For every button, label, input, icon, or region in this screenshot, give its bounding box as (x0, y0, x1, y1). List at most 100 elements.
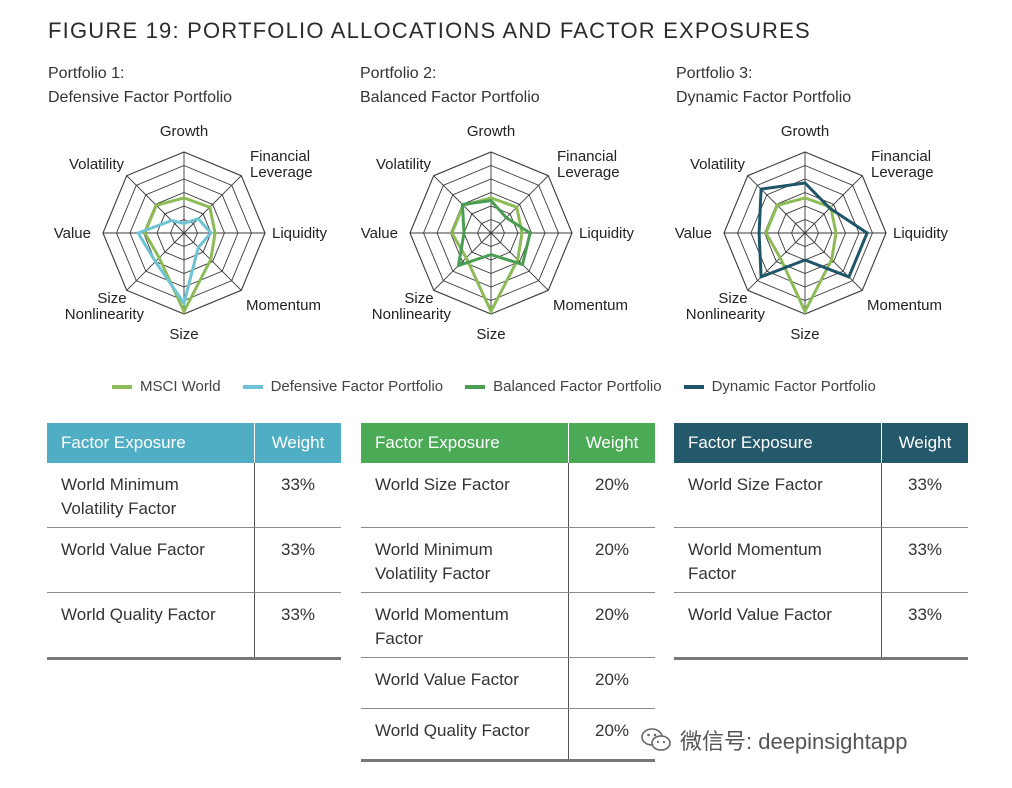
axis-label: Size Nonlinearity (372, 290, 452, 323)
series-polygon (456, 199, 532, 268)
legend: MSCI World Defensive Factor Portfolio Ba… (112, 378, 876, 395)
portfolio-2-subtitle: Portfolio 2: Balanced Factor Portfolio (360, 62, 540, 110)
table-3-bottom-rule (674, 657, 968, 660)
axis-label-line: Financial (250, 148, 310, 165)
axis-label-line: Financial (557, 148, 617, 165)
table-2-bottom-rule (361, 759, 655, 762)
factor-line: Factor (688, 564, 737, 583)
factor-name: World Momentum Factor (361, 593, 568, 657)
factor-weight: 33% (254, 528, 341, 592)
factor-weight: 33% (254, 593, 341, 657)
axis-label-line: Nonlinearity (65, 306, 145, 323)
figure-title: FIGURE 19: PORTFOLIO ALLOCATIONS AND FAC… (48, 18, 811, 43)
portfolio-2-title-line1: Portfolio 2: (360, 65, 437, 82)
series-polygon (757, 181, 869, 280)
grid-spoke (747, 232, 806, 291)
table-2-header: Factor Exposure Weight (361, 423, 655, 463)
factor-line: World Value Factor (688, 605, 832, 624)
portfolio-3-title-line2: Dynamic Factor Portfolio (676, 89, 852, 106)
axis-label: Size (790, 326, 819, 343)
factor-weight: 20% (568, 593, 655, 657)
factor-line: Factor (375, 629, 424, 648)
grid-spoke (804, 232, 863, 291)
table-row: World Quality Factor 20% (361, 709, 655, 759)
table-1-bottom-rule (47, 657, 341, 660)
factor-line: World Quality Factor (375, 721, 530, 740)
allocation-table-1: Factor Exposure Weight World Minimum Vola… (47, 423, 341, 660)
factor-weight: 33% (881, 528, 968, 592)
axis-label: Momentum (246, 297, 321, 314)
wechat-icon (641, 728, 671, 751)
watermark: 微信号: deepinsightapp (640, 724, 907, 756)
table-2-col-factor: Factor Exposure (375, 433, 500, 452)
factor-weight: 20% (568, 709, 655, 759)
axis-label: Growth (467, 123, 515, 140)
axis-label: Financial Leverage (871, 148, 934, 181)
allocation-table-3: Factor Exposure Weight World Size Factor… (674, 423, 968, 660)
axis-label: Growth (781, 123, 829, 140)
factor-line: World Minimum (375, 540, 493, 559)
table-row: World Value Factor 20% (361, 658, 655, 709)
grid-spoke (183, 175, 242, 234)
allocation-table-2: Factor Exposure Weight World Size Factor… (361, 423, 655, 762)
axis-label-line: Nonlinearity (372, 306, 452, 323)
factor-name: World Value Factor (361, 658, 568, 708)
table-row: World Momentum Factor 33% (674, 528, 968, 593)
axis-label-line: Size (97, 290, 126, 307)
factor-weight: 20% (568, 463, 655, 527)
table-row: World Value Factor 33% (674, 593, 968, 657)
factor-line: World Value Factor (375, 670, 519, 689)
table-row: World Minimum Volatility Factor 20% (361, 528, 655, 593)
axis-label: Value (361, 225, 398, 242)
axis-label: Momentum (553, 297, 628, 314)
axis-label: Liquidity (893, 225, 949, 242)
axis-label: Value (675, 225, 712, 242)
axis-label-line: Nonlinearity (686, 306, 766, 323)
table-row: World Size Factor 20% (361, 463, 655, 528)
portfolio-1-title-line1: Portfolio 1: (48, 65, 125, 82)
radar-chart-2: Growth Financial Leverage Liquidity Momentum… (361, 123, 635, 343)
axis-label: Size Nonlinearity (686, 290, 766, 323)
table-row: World Value Factor 33% (47, 528, 341, 593)
axis-label: Size (169, 326, 198, 343)
factor-name: World Size Factor (674, 463, 881, 527)
table-2-col-weight: Weight (568, 423, 655, 463)
table-3-col-weight: Weight (881, 423, 968, 463)
legend-item-dynamic: Dynamic Factor Portfolio (683, 378, 876, 395)
factor-weight: 33% (881, 593, 968, 657)
table-row: World Quality Factor 33% (47, 593, 341, 657)
legend-label-msci: MSCI World (140, 378, 221, 395)
series-polygon (135, 216, 214, 307)
axis-label-line: Size (404, 290, 433, 307)
grid-spoke (490, 232, 549, 291)
legend-item-msci-world: MSCI World (112, 378, 221, 395)
axis-label: Financial Leverage (557, 148, 620, 181)
axis-label-line: Size (718, 290, 747, 307)
axis-label: Value (54, 225, 91, 242)
factor-name: World Value Factor (47, 528, 254, 592)
axis-label: Volatility (376, 156, 432, 173)
table-1-col-factor: Factor Exposure (61, 433, 186, 452)
axis-label-line: Leverage (871, 164, 934, 181)
factor-name: World Quality Factor (361, 709, 568, 759)
legend-label-balanced: Balanced Factor Portfolio (493, 378, 662, 395)
axis-label-line: Financial (871, 148, 931, 165)
axis-label-line: Leverage (250, 164, 313, 181)
portfolio-2-title-line2: Balanced Factor Portfolio (360, 89, 540, 106)
table-3-header: Factor Exposure Weight (674, 423, 968, 463)
axis-label: Liquidity (272, 225, 328, 242)
factor-name: World Minimum Volatility Factor (361, 528, 568, 592)
factor-line: World Value Factor (61, 540, 205, 559)
table-row: World Size Factor 33% (674, 463, 968, 528)
table-1-col-weight: Weight (254, 423, 341, 463)
factor-weight: 20% (568, 658, 655, 708)
factor-name: World Minimum Volatility Factor (47, 463, 254, 527)
legend-label-defensive: Defensive Factor Portfolio (270, 378, 444, 395)
factor-line: World Size Factor (375, 475, 510, 494)
radar-chart-1: Growth Financial Leverage Liquidity Momentum… (54, 123, 328, 343)
factor-line: Volatility Factor (61, 499, 177, 518)
legend-item-balanced: Balanced Factor Portfolio (465, 378, 662, 395)
legend-swatch-msci (112, 384, 132, 389)
legend-swatch-dynamic (683, 384, 704, 389)
